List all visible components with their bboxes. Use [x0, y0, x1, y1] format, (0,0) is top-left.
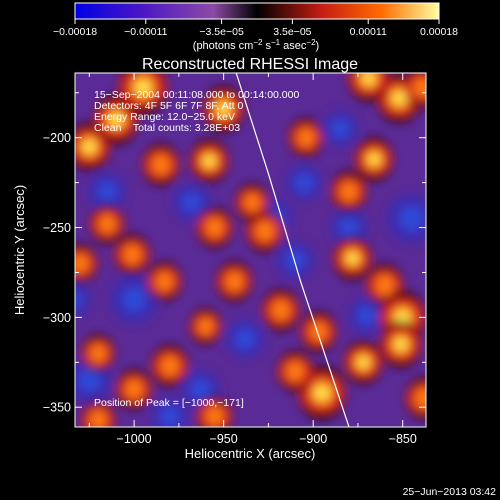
image-area: [75, 73, 426, 427]
colorbar-tick-label: −3.5e−05: [199, 26, 244, 38]
info-line-detectors: Detectors: 4F 5F 6F 7F 8F, Att 0: [94, 100, 244, 112]
cold-spot-core: [330, 119, 350, 138]
info-text: 15−Sep−2004 00:11:08.000 to 00:14:00.000…: [94, 89, 299, 409]
plot-title: Reconstructed RHESSI Image: [142, 56, 358, 73]
hot-spot-layer: [271, 299, 291, 321]
cold-spot-core: [295, 173, 314, 192]
cold-spot-core: [285, 250, 305, 270]
colorbar-gradient: [74, 2, 440, 20]
hot-spot-layer: [394, 310, 411, 325]
hot-spot-layer: [297, 128, 315, 148]
hot-spot-layer: [309, 321, 328, 342]
hot-spot-layer: [415, 387, 426, 409]
y-tick-label: −250: [43, 221, 71, 235]
y-axis-ticks: −200 −250 −300 −350: [43, 92, 426, 415]
hot-spot-layer: [216, 102, 231, 116]
colorbar: −0.00018 −0.00011 −3.5e−05 3.5e−05 0.00011 0.…: [53, 2, 458, 52]
cold-spot-core: [357, 306, 377, 325]
hot-spot-layer: [367, 153, 381, 166]
hot-spot-layer: [346, 252, 360, 264]
hot-spot-layer: [205, 406, 224, 427]
hot-spot-layer: [413, 77, 426, 98]
hot-spot-layer: [375, 274, 394, 296]
info-line-time: 15−Sep−2004 00:11:08.000 to 00:14:00.000: [94, 89, 299, 101]
solar-limb-line: [235, 73, 350, 427]
colorbar-tick-label: −0.00018: [53, 26, 97, 38]
x-axis-label: Heliocentric X (arcsec): [185, 446, 316, 461]
hot-spot-layer: [134, 79, 152, 95]
peak-position-text: Position of Peak = [−1000,−171]: [94, 397, 244, 409]
hot-spot-layer: [356, 356, 370, 369]
x-tick-label: −850: [389, 432, 417, 446]
y-tick-label: −300: [43, 311, 71, 325]
hot-spot-layer: [108, 113, 124, 127]
hot-spot-layer: [361, 73, 376, 85]
cold-spot-core: [235, 329, 255, 349]
cold-spot-core: [122, 287, 147, 312]
info-line-energy: Energy Range: 12.0−25.0 keV: [94, 111, 235, 123]
colorbar-tick-label: 3.5e−05: [273, 26, 311, 38]
colorbar-ticks: −0.00018 −0.00011 −3.5e−05 3.5e−05 0.00011 0.…: [53, 19, 458, 38]
colorbar-units: (photons cm−2 s−1 asec−2): [193, 38, 319, 52]
plot-frame: [74, 72, 427, 428]
hot-spot-layer: [90, 344, 107, 363]
hot-spot-layer: [225, 271, 244, 292]
info-line-counts: Clean Total counts: 3.28E+03: [94, 122, 240, 134]
hot-spot-layer: [202, 155, 216, 167]
colorbar-tick-label: −0.00011: [124, 26, 167, 38]
hot-spot-layer: [151, 154, 171, 175]
cold-spot-core: [190, 379, 211, 400]
hot-spot-layer: [286, 361, 304, 382]
hot-spot-layer: [123, 244, 142, 265]
hot-spot-layer: [82, 140, 97, 154]
heatmap-layer: [75, 73, 426, 427]
cold-spot-core: [160, 406, 180, 426]
cold-spot-core: [75, 290, 81, 309]
y-tick-label: −350: [43, 401, 71, 415]
y-axis-label: Heliocentric Y (arcsec): [12, 185, 27, 315]
hot-spot-layer: [340, 181, 358, 202]
hot-spot-layer: [89, 410, 107, 427]
x-tick-label: −1000: [117, 432, 152, 446]
cold-spot-halo: [75, 280, 91, 318]
cold-spot-core: [97, 182, 117, 202]
x-tick-label: −950: [210, 432, 238, 446]
hot-spot-layer: [244, 193, 261, 212]
hot-spot-layer: [125, 379, 143, 400]
colorbar-tick-label: 0.00018: [420, 26, 458, 38]
hot-spot-layer: [393, 338, 408, 351]
hot-spot-layer: [255, 220, 274, 242]
hot-spot-layer: [75, 253, 89, 274]
cold-spot-core: [399, 206, 424, 231]
hot-spot-layer: [391, 91, 407, 105]
cold-spot-core: [181, 192, 201, 212]
hot-spot-layer: [197, 317, 214, 336]
colorbar-tick-label: 0.00011: [350, 26, 387, 38]
hot-spot-layer: [98, 214, 116, 234]
hot-spot-layer: [156, 271, 173, 291]
cold-spot-core: [339, 218, 359, 237]
x-axis-ticks: −1000 −950 −900 −850: [88, 73, 417, 446]
cold-spot-core: [77, 368, 101, 392]
timestamp: 25−Jun−2013 03:42: [403, 486, 497, 498]
hot-spot-layer: [160, 355, 179, 377]
y-tick-label: −200: [43, 131, 71, 145]
x-tick-label: −900: [299, 432, 327, 446]
hot-spot-layer: [205, 217, 224, 238]
hot-spot-layer: [313, 385, 331, 401]
